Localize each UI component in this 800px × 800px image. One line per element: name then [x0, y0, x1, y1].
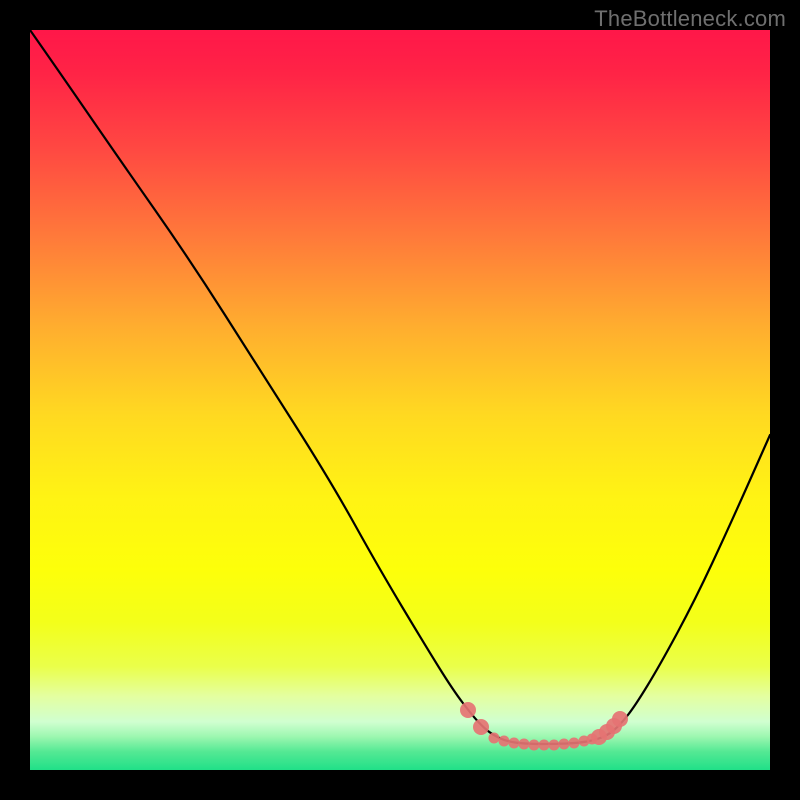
- watermark-text: TheBottleneck.com: [594, 6, 786, 32]
- chart-canvas: TheBottleneck.com: [0, 0, 800, 800]
- gradient-background: [30, 30, 770, 770]
- plot-area: [30, 30, 770, 770]
